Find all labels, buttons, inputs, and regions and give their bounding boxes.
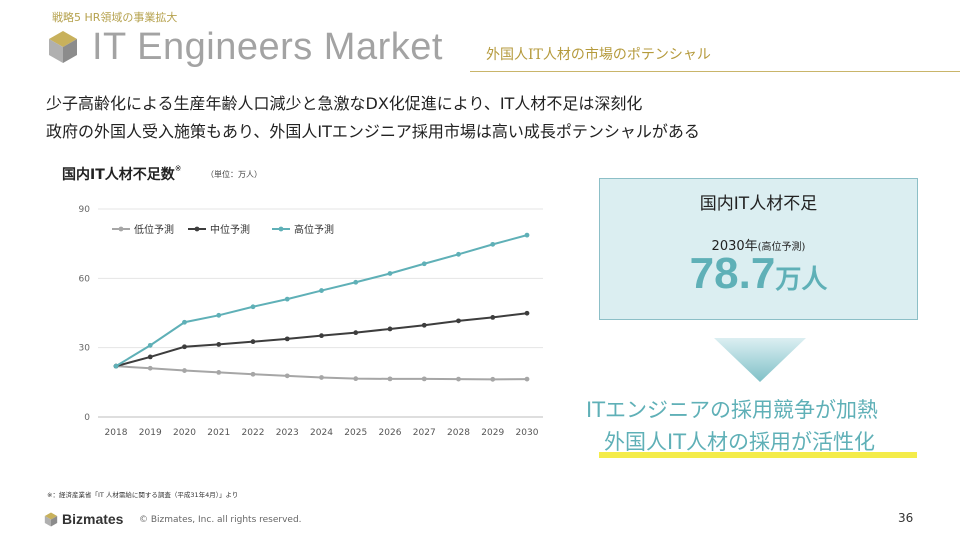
legend-label-1: 中位予測 (210, 223, 250, 236)
page-title: IT Engineers Market (92, 26, 443, 68)
data-point-s1-2019 (147, 354, 153, 360)
x-tick-label-2029: 2029 (481, 428, 504, 438)
data-point-s0-2020 (182, 368, 187, 373)
data-point-s2-2023 (284, 296, 290, 302)
copyright: © Bizmates, Inc. all rights reserved. (139, 515, 302, 525)
data-point-s2-2026 (387, 271, 393, 276)
data-point-s0-2019 (147, 365, 153, 371)
conclusion-line-2: 外国人IT人材の採用が活性化 (604, 430, 876, 454)
data-point-s2-2030 (524, 232, 530, 238)
y-tick-label-0: 0 (84, 413, 90, 423)
legend-marker-0 (118, 226, 124, 232)
chart-title-footnote-mark: ※ (174, 164, 182, 173)
page-number: 36 (898, 511, 914, 525)
data-point-s2-2022 (250, 304, 256, 310)
data-point-s1-2023 (284, 336, 290, 342)
strategy-label: 戦略5 HR領域の事業拡大 (52, 11, 178, 24)
series-line-1 (115, 312, 528, 368)
series-line-2 (115, 234, 528, 368)
data-point-s1-2030 (524, 310, 530, 316)
x-tick-label-2018: 2018 (105, 428, 128, 438)
legend-label-2: 高位予測 (294, 223, 334, 236)
lead-text-line-1: 少子高齢化による生産年齢人口減少と急激なDX化促進により、IT人材不足は深刻化 (46, 94, 643, 113)
page-subtitle: 外国人IT人材の市場のポテンシャル (486, 47, 711, 63)
data-point-s0-2023 (284, 373, 290, 379)
data-point-s1-2029 (490, 314, 496, 320)
brand-name: Bizmates (62, 511, 124, 527)
data-point-s0-2024 (319, 375, 324, 380)
data-point-s1-2028 (456, 318, 461, 324)
data-point-s0-2029 (490, 376, 496, 382)
x-tick-label-2025: 2025 (344, 428, 367, 438)
logo-cube-icon (49, 31, 77, 63)
data-point-s1-2025 (353, 330, 359, 336)
x-tick-label-2027: 2027 (413, 428, 436, 438)
data-point-s2-2029 (490, 241, 496, 247)
box-value-unit: 万人 (775, 265, 828, 295)
footer-logo-icon (44, 512, 58, 527)
data-point-s2-2027 (421, 261, 427, 267)
box-year-note: (高位予測) (757, 242, 806, 253)
data-point-s2-2021 (216, 312, 222, 318)
highlight-box: 国内IT人材不足 2030年(高位予測) 78.7万人 (599, 178, 918, 320)
y-tick-label-30: 30 (79, 344, 91, 354)
y-tick-label-60: 60 (79, 274, 91, 284)
data-point-s1-2026 (387, 326, 393, 332)
x-tick-label-2030: 2030 (516, 428, 539, 438)
chart-title: 国内IT人材不足数※ (62, 164, 181, 184)
conclusion-line-1: ITエンジニアの採用競争が加熱 (586, 398, 879, 422)
box-value: 78.7万人 (600, 249, 917, 299)
data-point-s1-2022 (250, 339, 256, 345)
data-point-s2-2020 (182, 319, 187, 325)
data-point-s0-2025 (353, 376, 359, 382)
legend-label-0: 低位予測 (134, 223, 174, 236)
title-divider (470, 71, 960, 72)
chart-title-text: 国内IT人材不足数 (62, 167, 175, 183)
line-chart: 0 30 60 90 2018 2019 2020 2021 2022 2023 2024 2025 2… (79, 205, 543, 438)
box-year-text: 2030年 (711, 239, 758, 254)
data-point-s1-2020 (182, 344, 187, 350)
x-tick-label-2022: 2022 (242, 428, 265, 438)
data-point-s2-2028 (456, 251, 461, 257)
box-value-number: 78.7 (689, 249, 776, 298)
data-point-s1-2027 (421, 322, 427, 328)
x-tick-label-2026: 2026 (379, 428, 402, 438)
box-title: 国内IT人材不足 (699, 194, 818, 214)
source-footnote: ※：経済産業省「IT 人材需給に関する調査（平成31年4月）」より (47, 491, 239, 499)
data-point-s0-2030 (524, 376, 530, 382)
chart-unit: （単位：万人） (206, 170, 262, 179)
data-point-s0-2028 (456, 376, 461, 382)
y-tick-label-90: 90 (79, 205, 91, 215)
x-tick-label-2019: 2019 (139, 428, 162, 438)
data-point-s2-2024 (319, 288, 324, 293)
x-tick-label-2024: 2024 (310, 428, 333, 438)
box-year: 2030年(高位予測) (600, 235, 917, 254)
x-tick-label-2023: 2023 (276, 428, 299, 438)
data-point-s1-2021 (216, 342, 222, 347)
data-point-s2-2018 (113, 363, 119, 369)
x-tick-label-2020: 2020 (173, 428, 196, 438)
down-arrow-icon (714, 338, 806, 382)
legend-marker-2 (278, 226, 284, 232)
data-point-s0-2022 (250, 371, 256, 377)
conclusion-highlight-bar (599, 452, 917, 458)
data-point-s1-2024 (319, 333, 324, 339)
x-tick-label-2021: 2021 (207, 428, 230, 438)
data-point-s0-2027 (421, 376, 427, 382)
data-point-s0-2026 (387, 376, 393, 382)
data-point-s2-2025 (353, 279, 359, 285)
x-tick-label-2028: 2028 (447, 428, 470, 438)
lead-text-line-2: 政府の外国人受入施策もあり、外国人ITエンジニア採用市場は高い成長ポテンシャルが… (46, 122, 700, 141)
data-point-s0-2021 (216, 369, 222, 375)
legend-marker-1 (194, 226, 200, 232)
data-point-s2-2019 (147, 342, 153, 348)
